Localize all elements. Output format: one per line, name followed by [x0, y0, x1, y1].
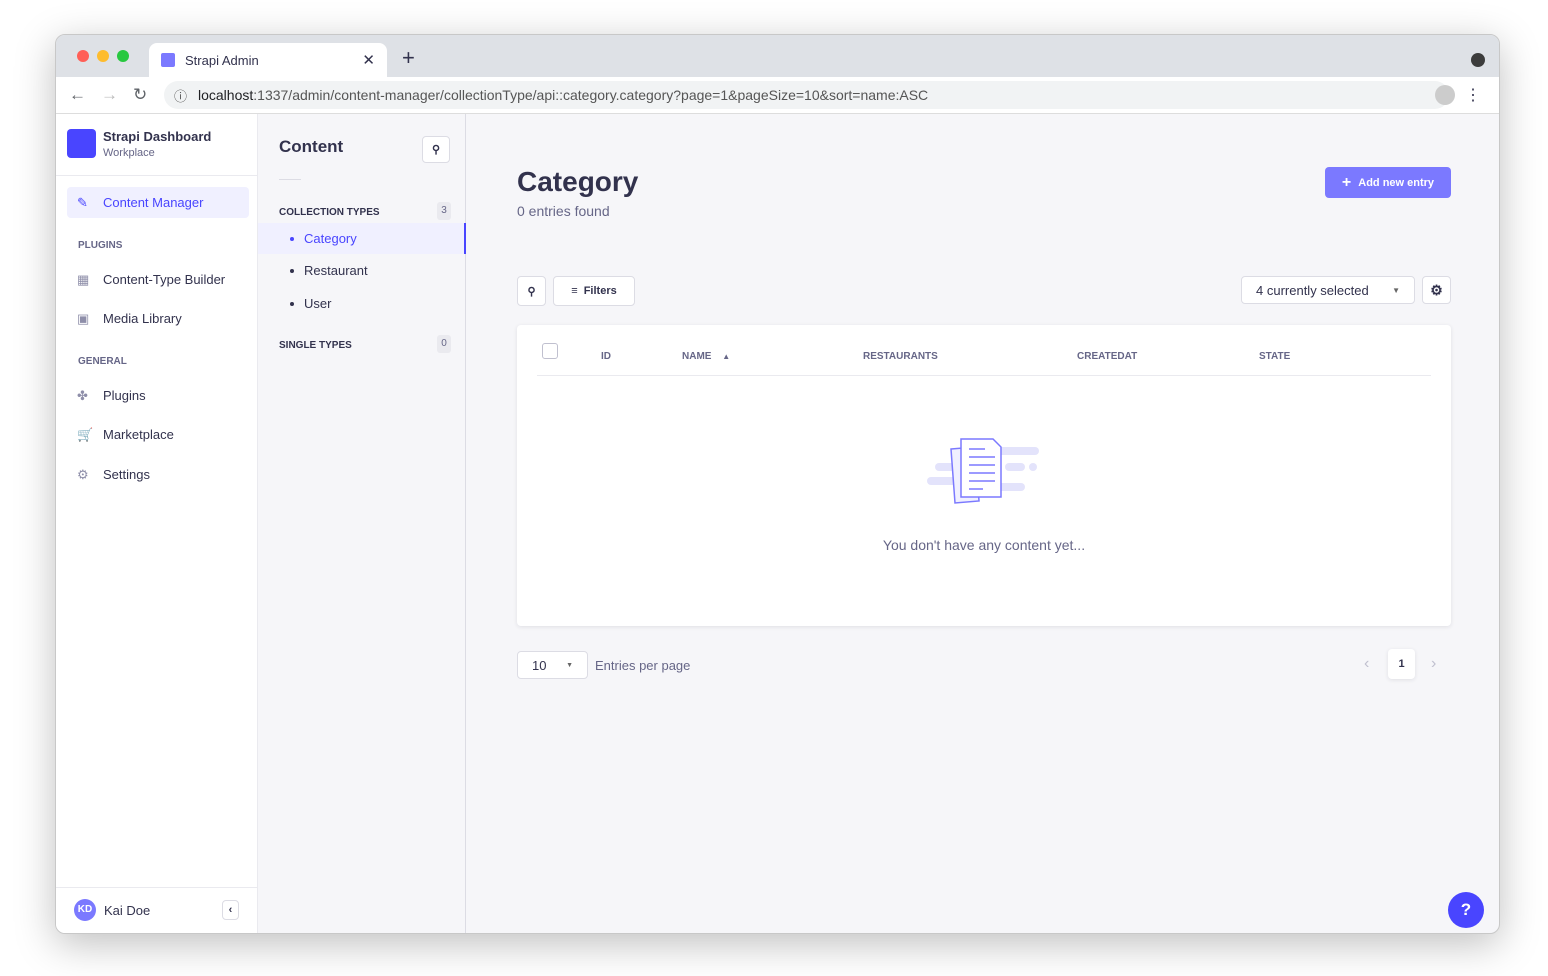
- sidebar-item-media-library[interactable]: ▣ Media Library: [67, 303, 249, 334]
- help-button[interactable]: ?: [1448, 892, 1484, 928]
- subnav-title: Content: [279, 137, 344, 156]
- general-heading: GENERAL: [78, 356, 127, 367]
- gear-icon: ⚙: [1430, 281, 1443, 298]
- search-icon: ⚲: [431, 144, 441, 156]
- plugins-heading: PLUGINS: [78, 240, 123, 251]
- subnav-item-label: Category: [304, 231, 357, 246]
- column-header-id[interactable]: ID: [601, 351, 611, 362]
- settings-button[interactable]: ⚙: [1422, 276, 1451, 304]
- minimize-window-button[interactable]: [97, 50, 109, 62]
- sidebar-item-label: Settings: [103, 467, 150, 482]
- strapi-logo: [67, 129, 96, 158]
- cart-icon: 🛒: [77, 426, 94, 442]
- sidebar-item-marketplace[interactable]: 🛒 Marketplace: [67, 419, 249, 450]
- tab-search-icon[interactable]: [1471, 53, 1485, 67]
- tab-title: Strapi Admin: [185, 52, 259, 68]
- main-content: Category 0 entries found + Add new entry …: [466, 114, 1499, 933]
- browser-window: Strapi Admin ✕ + ← → ↻ ⓘ localhost:1337/…: [55, 34, 1500, 934]
- entries-count: 0 entries found: [517, 203, 610, 219]
- page-title: Category: [517, 166, 639, 197]
- sidebar-item-label: Media Library: [103, 311, 182, 326]
- search-icon: ⚲: [527, 285, 536, 298]
- add-new-entry-button[interactable]: + Add new entry: [1325, 167, 1451, 198]
- column-label: NAME: [682, 351, 712, 362]
- url-host: localhost: [198, 87, 254, 103]
- strapi-favicon-icon: [161, 53, 175, 67]
- sidebar-item-label: Plugins: [103, 388, 146, 403]
- sort-asc-icon: ▲: [722, 352, 731, 361]
- page-number: 1: [1398, 658, 1405, 670]
- column-header-createdat[interactable]: CREATEDAT: [1077, 351, 1138, 362]
- subnav-item-label: User: [304, 296, 332, 311]
- button-label: Filters: [583, 285, 617, 297]
- subnav-item-category[interactable]: Category: [258, 223, 466, 254]
- avatar[interactable]: KD: [74, 899, 96, 921]
- empty-state-message: You don't have any content yet...: [882, 537, 1086, 553]
- column-header-restaurants[interactable]: RESTAURANTS: [863, 351, 938, 362]
- pen-icon: ✎: [77, 194, 88, 210]
- button-label: Add new entry: [1358, 176, 1435, 189]
- search-entries-button[interactable]: ⚲: [517, 276, 546, 306]
- close-tab-icon[interactable]: ✕: [362, 52, 375, 69]
- caret-down-icon: ▼: [566, 661, 573, 669]
- url-input[interactable]: ⓘ localhost:1337/admin/content-manager/c…: [164, 81, 1449, 109]
- workspace-name: Workplace: [103, 147, 155, 159]
- select-value: 4 currently selected: [1256, 282, 1369, 298]
- main-sidebar: Strapi Dashboard Workplace ✎ Content Mana…: [56, 114, 258, 933]
- menu-icon[interactable]: ⋮: [1465, 87, 1481, 104]
- browser-tab[interactable]: Strapi Admin ✕: [149, 43, 387, 77]
- reload-icon[interactable]: ↻: [133, 85, 148, 104]
- previous-page-icon[interactable]: ‹: [1364, 655, 1370, 672]
- column-header-state[interactable]: STATE: [1259, 351, 1291, 362]
- gear-icon: ⚙: [77, 466, 89, 482]
- columns-select[interactable]: 4 currently selected ▼: [1241, 276, 1415, 304]
- brand-name: Strapi Dashboard: [103, 129, 212, 144]
- subnav-item-label: Restaurant: [304, 263, 368, 278]
- single-types-heading: SINGLE TYPES: [279, 340, 352, 351]
- next-page-icon[interactable]: ›: [1431, 655, 1437, 672]
- maximize-window-button[interactable]: [117, 50, 129, 62]
- subnav-item-restaurant[interactable]: Restaurant: [258, 255, 466, 286]
- sidebar-item-label: Content-Type Builder: [103, 272, 226, 287]
- info-icon: ⓘ: [174, 88, 188, 104]
- new-tab-icon[interactable]: +: [402, 45, 415, 70]
- entries-per-page-label: Entries per page: [595, 658, 691, 673]
- empty-documents-icon: [927, 438, 1039, 504]
- plus-icon: +: [1341, 173, 1352, 191]
- sidebar-item-settings[interactable]: ⚙ Settings: [67, 459, 249, 490]
- collapse-sidebar-button[interactable]: ‹: [222, 900, 239, 920]
- address-bar: ← → ↻ ⓘ localhost:1337/admin/content-man…: [56, 77, 1499, 114]
- tab-bar: Strapi Admin ✕ +: [56, 35, 1499, 77]
- page-1-button[interactable]: 1: [1388, 649, 1415, 679]
- select-value: 10: [532, 657, 547, 673]
- back-icon[interactable]: ←: [69, 85, 86, 104]
- puzzle-icon: ✤: [77, 387, 88, 403]
- collection-types-heading: COLLECTION TYPES: [279, 207, 380, 218]
- caret-down-icon: ▼: [1392, 285, 1400, 295]
- forward-icon[interactable]: →: [101, 85, 118, 104]
- picture-icon: ▣: [77, 310, 90, 326]
- select-all-checkbox[interactable]: [542, 343, 558, 359]
- entries-table: ID NAME ▲ RESTAURANTS CREATEDAT STATE Yo…: [517, 325, 1451, 626]
- close-window-button[interactable]: [77, 50, 89, 62]
- filters-button[interactable]: ≡ Filters: [553, 276, 635, 306]
- single-count-badge: 0: [437, 335, 451, 353]
- sidebar-item-content-type-builder[interactable]: ▦ Content-Type Builder: [67, 264, 249, 295]
- sidebar-item-plugins[interactable]: ✤ Plugins: [67, 380, 249, 411]
- collection-count-badge: 3: [437, 202, 451, 220]
- column-header-name[interactable]: NAME ▲: [682, 351, 730, 362]
- search-button[interactable]: ⚲: [422, 136, 450, 163]
- sidebar-item-label: Content Manager: [103, 195, 204, 210]
- user-name[interactable]: Kai Doe: [104, 903, 151, 918]
- filter-icon: ≡: [571, 285, 578, 297]
- content-subnav: Content ⚲ COLLECTION TYPES 3 Category Re…: [258, 114, 466, 933]
- subnav-item-user[interactable]: User: [258, 288, 466, 319]
- sidebar-item-content-manager[interactable]: ✎ Content Manager: [67, 187, 249, 218]
- sidebar-item-label: Marketplace: [103, 427, 174, 442]
- profile-icon[interactable]: [1435, 85, 1455, 105]
- url-path: :1337/admin/content-manager/collectionTy…: [253, 87, 929, 103]
- page-size-select[interactable]: 10 ▼: [517, 651, 588, 679]
- layout-icon: ▦: [77, 271, 90, 287]
